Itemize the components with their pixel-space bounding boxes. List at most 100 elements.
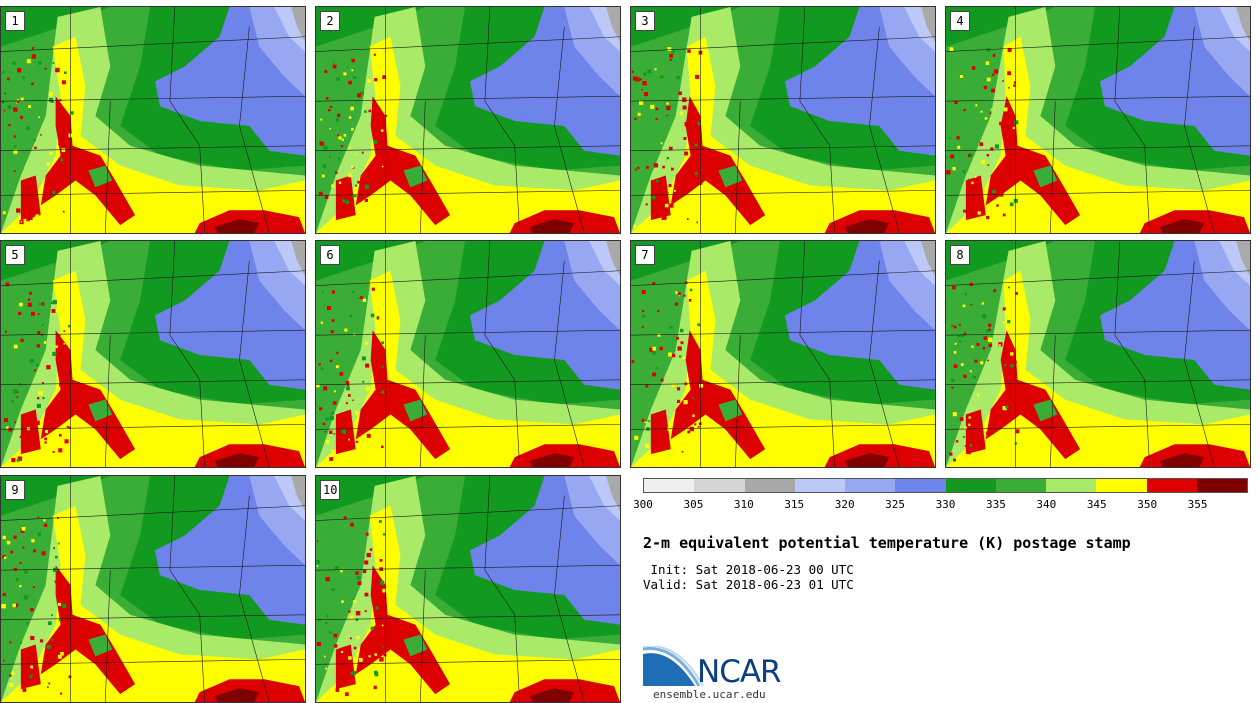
- field-speckle: [963, 108, 966, 112]
- field-speckle: [37, 397, 40, 400]
- field-speckle: [1007, 320, 1011, 324]
- field-speckle: [325, 417, 329, 421]
- field-speckle: [19, 584, 22, 588]
- field-speckle: [1008, 86, 1010, 89]
- state-border: [1, 614, 305, 621]
- field-speckle: [679, 328, 684, 333]
- field-speckle: [669, 58, 672, 61]
- field-speckle: [694, 172, 698, 175]
- field-speckle: [56, 334, 61, 339]
- field-speckle: [14, 421, 17, 423]
- field-speckle: [348, 80, 352, 85]
- field-speckle: [352, 194, 355, 198]
- field-speckle: [687, 49, 691, 53]
- field-speckle: [12, 603, 17, 608]
- field-speckle: [668, 146, 673, 151]
- field-speckle: [1000, 207, 1004, 211]
- field-speckle: [341, 600, 344, 603]
- field-speckle: [16, 208, 21, 213]
- field-speckle: [19, 435, 22, 438]
- field-red: [670, 330, 766, 460]
- field-speckle: [19, 302, 23, 307]
- field-speckle: [31, 82, 34, 85]
- field-speckle: [351, 290, 355, 293]
- field-speckle: [365, 532, 369, 536]
- field-red-west: [20, 409, 41, 455]
- field-red-west: [965, 409, 986, 455]
- field-speckle: [3, 92, 7, 95]
- field-speckle: [345, 380, 350, 385]
- field-speckle: [382, 75, 387, 80]
- field-speckle: [58, 142, 61, 146]
- field-speckle: [21, 429, 24, 432]
- field-speckle: [352, 399, 354, 402]
- field-speckle: [953, 325, 957, 329]
- field-speckle: [350, 165, 354, 169]
- field-speckle: [645, 384, 649, 388]
- field-speckle: [374, 300, 378, 303]
- field-speckle: [984, 117, 988, 120]
- field-speckle: [677, 399, 681, 403]
- field-speckle: [48, 92, 54, 97]
- field-speckle: [333, 633, 338, 638]
- field-speckle: [973, 375, 977, 379]
- field-speckle: [669, 326, 673, 329]
- field-speckle: [331, 290, 335, 294]
- state-border: [1114, 241, 1150, 467]
- field-red: [40, 330, 136, 460]
- field-speckle: [1015, 292, 1018, 295]
- field-speckle: [951, 379, 955, 382]
- field-speckle: [975, 104, 978, 107]
- field-speckle: [358, 296, 361, 300]
- field-speckle: [52, 62, 55, 64]
- field-speckle: [326, 615, 329, 618]
- field-speckle: [988, 323, 992, 327]
- map-field: [631, 241, 935, 467]
- colorbar-segment: [945, 479, 996, 492]
- state-border: [420, 335, 426, 467]
- field-speckle: [55, 345, 58, 348]
- field-speckle: [355, 571, 359, 575]
- field-speckle: [63, 180, 66, 184]
- field-speckle: [323, 304, 326, 306]
- field-speckle: [645, 203, 648, 206]
- field-speckle: [374, 671, 379, 677]
- field-speckle: [375, 606, 379, 610]
- field-speckle: [9, 641, 12, 644]
- field-speckle: [48, 97, 54, 103]
- field-speckle: [46, 162, 51, 166]
- field-speckle: [952, 285, 956, 290]
- field-speckle: [38, 390, 44, 396]
- field-speckle: [29, 291, 32, 295]
- field-speckle: [696, 171, 701, 175]
- field-speckle: [64, 413, 69, 419]
- field-speckle: [19, 561, 22, 564]
- field-speckle: [325, 439, 330, 444]
- colorbar-tick-label: 325: [885, 498, 906, 511]
- state-border: [1, 95, 305, 102]
- field-speckle: [637, 166, 640, 170]
- field-speckle: [364, 560, 369, 565]
- colorbar-segment: [895, 479, 946, 492]
- map-field: [1, 241, 305, 467]
- field-speckle: [959, 340, 962, 343]
- field-speckle: [44, 441, 47, 444]
- state-border: [946, 424, 1250, 430]
- field-green-pocket: [88, 634, 113, 657]
- field-speckle: [22, 76, 25, 79]
- field-speckle: [989, 454, 995, 459]
- field-speckle: [356, 576, 361, 580]
- field-speckle: [688, 299, 692, 302]
- field-speckle: [341, 429, 347, 434]
- field-speckle: [962, 170, 966, 173]
- field-speckle: [696, 326, 699, 330]
- field-speckle: [986, 215, 990, 220]
- field-speckle: [692, 397, 694, 400]
- field-speckle: [58, 618, 62, 622]
- state-border: [169, 476, 205, 702]
- field-speckle: [38, 116, 40, 119]
- state-border: [484, 476, 520, 702]
- field-speckle: [365, 386, 370, 391]
- field-speckle: [1010, 352, 1014, 356]
- field-speckle: [325, 576, 330, 582]
